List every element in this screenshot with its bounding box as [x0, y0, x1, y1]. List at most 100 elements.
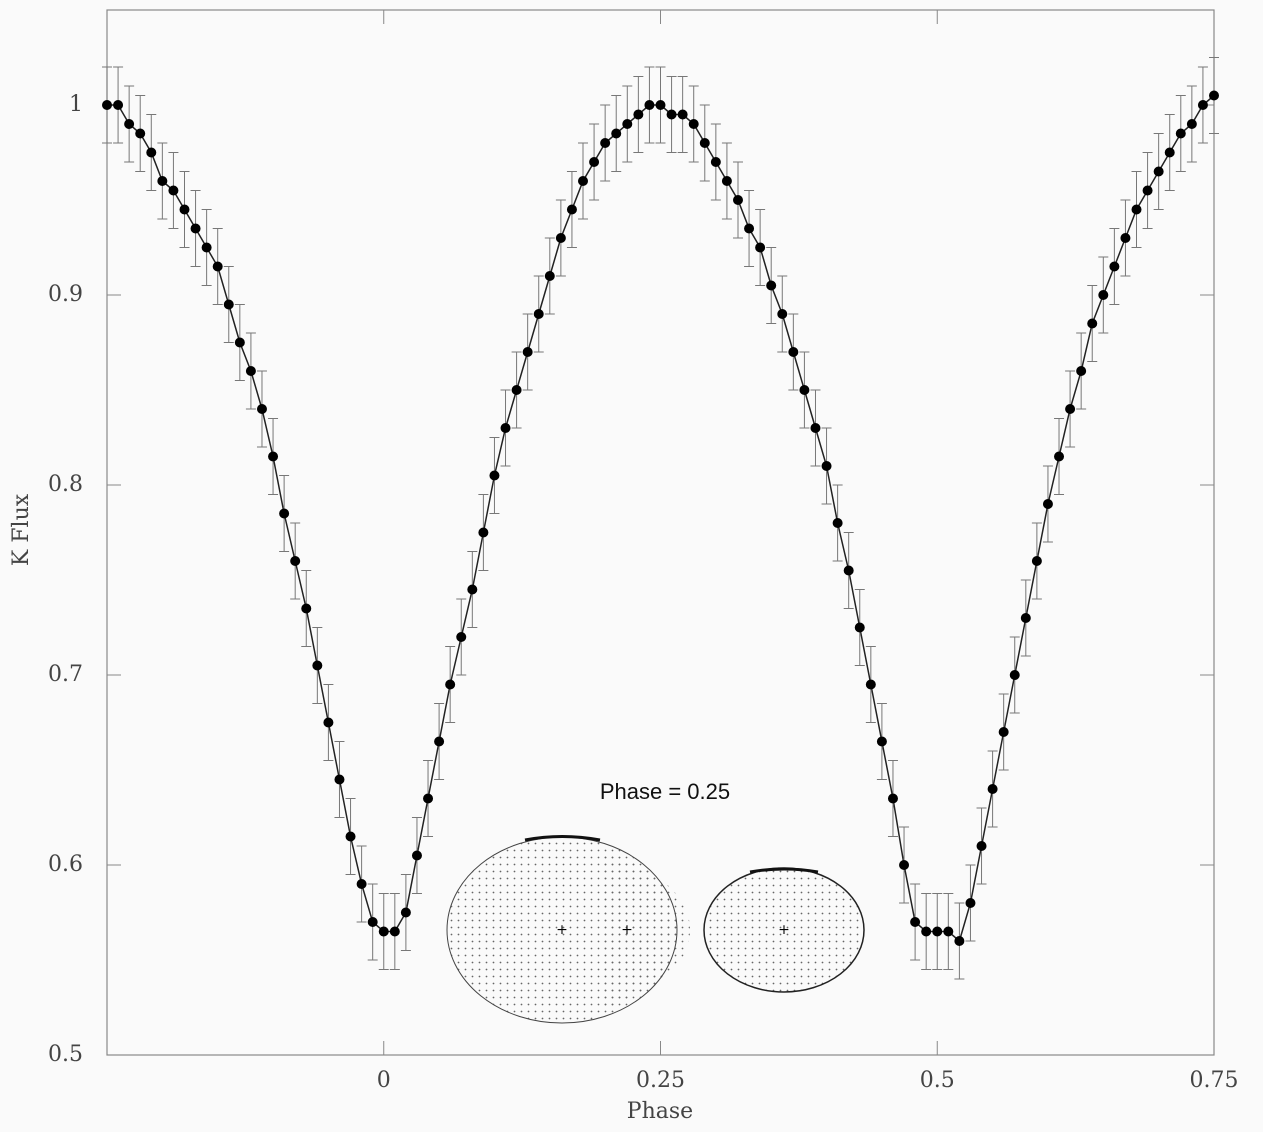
y-tick-label: 1	[69, 92, 83, 117]
y-axis-label: K Flux	[9, 493, 34, 566]
y-tick-label: 0.9	[48, 282, 83, 307]
y-tick-label: 0.6	[48, 852, 83, 877]
data-point	[157, 176, 168, 186]
data-point	[478, 527, 489, 538]
y-tick-label: 0.5	[48, 1042, 83, 1067]
data-point	[788, 347, 799, 357]
data-point	[312, 660, 323, 671]
data-point	[688, 119, 699, 129]
data-point	[1175, 128, 1186, 139]
data-point	[323, 717, 334, 728]
data-point	[1076, 366, 1087, 376]
data-point	[400, 907, 411, 918]
data-point	[755, 242, 766, 253]
data-point	[633, 109, 644, 120]
data-point	[832, 518, 843, 528]
data-point	[655, 100, 666, 110]
data-point	[1142, 185, 1153, 196]
data-point	[600, 138, 611, 148]
data-point	[954, 936, 965, 946]
data-point	[367, 917, 378, 927]
data-point	[921, 926, 932, 937]
data-point	[212, 261, 223, 272]
data-point	[810, 423, 821, 433]
data-point	[1209, 90, 1219, 101]
data-point	[102, 100, 112, 110]
data-point	[1153, 166, 1164, 177]
data-point	[865, 679, 876, 690]
data-point	[998, 727, 1009, 737]
x-tick-label: 0.5	[920, 1068, 955, 1093]
data-point	[190, 223, 201, 234]
data-point	[721, 176, 732, 186]
data-point	[113, 100, 124, 110]
data-point	[1042, 499, 1053, 509]
data-point	[334, 774, 345, 785]
annotation: Phase = 0.25	[600, 779, 730, 804]
data-point	[1131, 204, 1142, 215]
data-point	[766, 280, 777, 291]
data-point	[799, 385, 810, 395]
data-point	[223, 299, 234, 310]
data-point	[1087, 318, 1098, 329]
data-point	[1098, 290, 1109, 300]
data-point	[423, 793, 434, 804]
x-tick-label: 0.75	[1190, 1068, 1239, 1093]
data-point	[201, 242, 212, 253]
data-point	[777, 309, 788, 319]
data-point	[677, 109, 688, 120]
data-point	[987, 784, 998, 794]
data-point	[489, 470, 500, 481]
data-point	[256, 404, 267, 414]
svg-text:+: +	[778, 922, 790, 938]
data-point	[1020, 613, 1031, 623]
data-point	[887, 793, 898, 804]
data-point	[268, 451, 279, 462]
data-point	[1109, 261, 1120, 272]
binary-star-model: + + +	[446, 835, 865, 1024]
data-point	[732, 195, 743, 205]
data-point	[279, 508, 290, 519]
data-point	[1120, 233, 1131, 243]
data-point	[124, 119, 135, 129]
data-point	[389, 926, 400, 937]
data-point	[821, 461, 832, 471]
data-point	[899, 860, 910, 870]
data-point	[611, 128, 622, 139]
x-axis-label: Phase	[627, 1099, 693, 1124]
data-point	[179, 204, 190, 215]
data-point	[744, 223, 755, 234]
data-point	[710, 157, 721, 167]
x-tick-label: 0	[377, 1068, 391, 1093]
data-point	[445, 679, 456, 690]
data-point	[699, 138, 710, 148]
data-point	[976, 841, 987, 851]
data-point	[533, 309, 544, 319]
data-point	[1186, 119, 1197, 129]
data-point	[644, 100, 655, 110]
data-point	[146, 147, 157, 158]
data-point	[1054, 451, 1065, 462]
data-point	[378, 926, 389, 937]
data-point	[511, 385, 522, 395]
data-point	[434, 736, 445, 747]
data-point	[578, 176, 589, 186]
data-point	[1031, 556, 1042, 566]
data-point	[566, 204, 577, 215]
data-point	[555, 233, 566, 243]
data-point	[622, 119, 633, 129]
data-point	[522, 347, 533, 357]
data-point	[843, 565, 854, 576]
data-point	[500, 423, 511, 433]
data-point	[135, 128, 146, 139]
y-tick-label: 0.7	[48, 662, 83, 687]
data-point	[589, 157, 600, 167]
data-point	[876, 736, 887, 747]
data-point	[345, 831, 356, 842]
data-point	[666, 109, 677, 120]
x-tick-label: 0.25	[636, 1068, 685, 1093]
data-point	[456, 632, 467, 642]
data-point	[544, 271, 555, 281]
data-point	[301, 603, 312, 614]
